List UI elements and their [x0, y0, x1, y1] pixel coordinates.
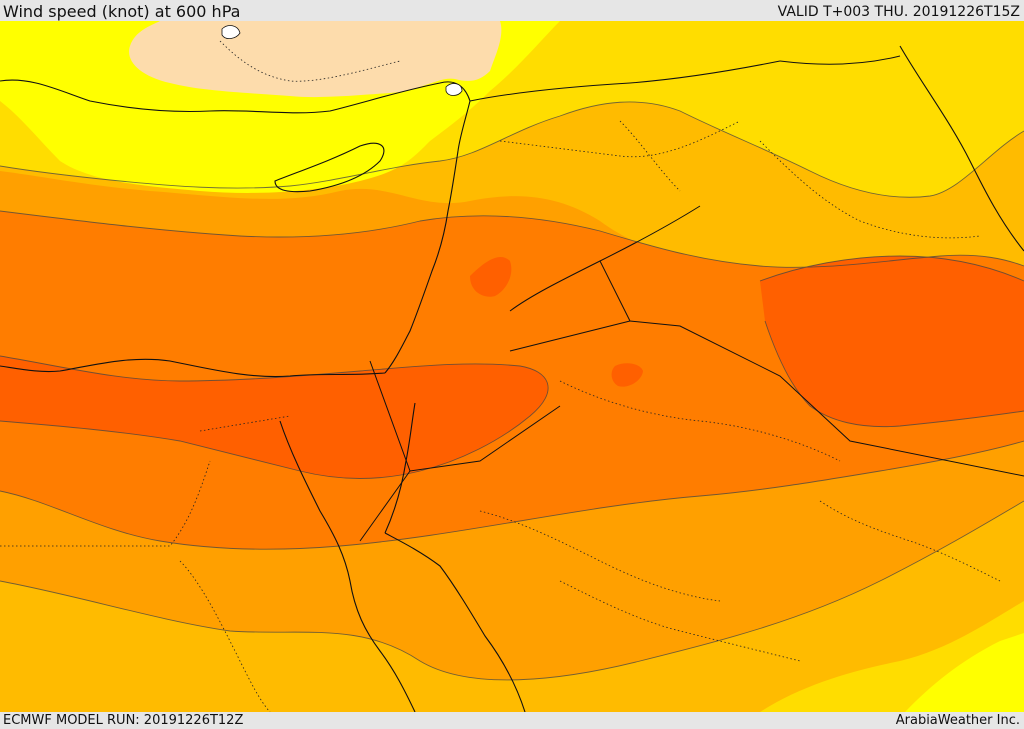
coast-levant	[384, 150, 459, 374]
shade-band-core-east	[760, 256, 1024, 427]
footer-bar: ECMWF MODEL RUN: 20191226T12Z ArabiaWeat…	[0, 712, 1024, 729]
wind-speed-map	[0, 21, 1024, 712]
coast-north-africa	[0, 358, 386, 378]
coast-persian-gulf	[899, 45, 1024, 252]
coast-red-sea-west	[279, 420, 416, 712]
coast-red-sea-east	[384, 532, 526, 712]
water-bodies	[221, 25, 463, 96]
shade-band-core-spot	[611, 363, 643, 387]
credit-label: ArabiaWeather Inc.	[895, 713, 1020, 728]
coast-turkey	[0, 79, 471, 152]
contour-lines	[0, 101, 1024, 681]
shade-band-north-peach	[129, 21, 502, 98]
shade-band-southeast-yellow	[905, 633, 1024, 712]
model-run-label: ECMWF MODEL RUN: 20191226T12Z	[3, 713, 244, 728]
country-borders	[359, 55, 1024, 542]
province-borders	[0, 40, 1001, 712]
coastlines	[0, 45, 1024, 712]
map-title: Wind speed (knot) at 600 hPa	[3, 2, 241, 21]
map-panel	[0, 21, 1024, 712]
shade-band-core	[0, 356, 549, 479]
coast-cyprus	[274, 142, 385, 193]
shade-band-south	[0, 501, 1024, 712]
header-bar: Wind speed (knot) at 600 hPa VALID T+003…	[0, 0, 1024, 21]
valid-time: VALID T+003 THU. 20191226T15Z	[777, 4, 1020, 20]
shade-band-core-levant	[470, 256, 512, 297]
